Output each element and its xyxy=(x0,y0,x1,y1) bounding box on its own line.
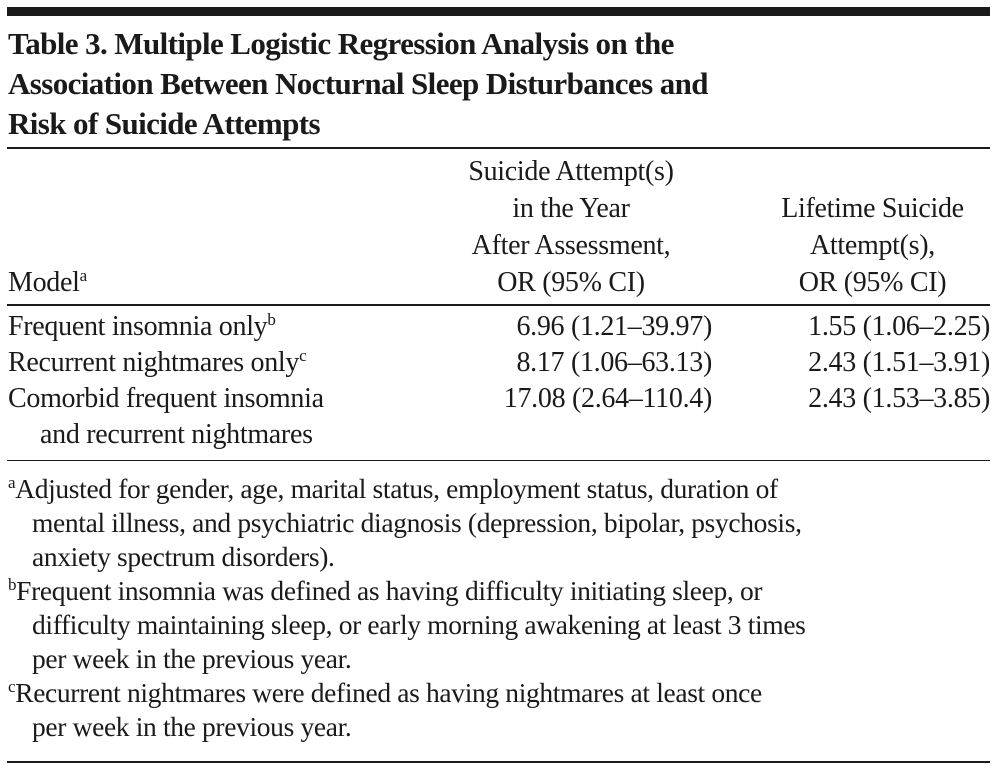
footnote-mark: a xyxy=(79,266,88,285)
footnote-line: mental illness, and psychiatric diagnosi… xyxy=(32,507,802,538)
footnote-mark: c xyxy=(299,346,307,365)
title-line: Table 3. Multiple Logistic Regression An… xyxy=(8,26,674,61)
title-line: Risk of Suicide Attempts xyxy=(8,106,321,141)
footnote-mark: a xyxy=(8,473,16,492)
footnote-line: Recurrent nightmares were defined as hav… xyxy=(15,677,762,708)
col2-header-line: in the Year xyxy=(512,193,630,224)
row-col2-value: 17.08 (2.64–110.4) xyxy=(503,383,713,414)
footnote-line: per week in the previous year. xyxy=(32,643,352,674)
footnote-line: anxiety spectrum disorders). xyxy=(32,541,335,572)
row-col3-value: 2.43 (1.51–3.91) xyxy=(808,347,990,378)
row-model: Recurrent nightmares onlyc xyxy=(8,345,307,380)
col2-header-line: Suicide Attempt(s) xyxy=(468,156,674,187)
row-col3-value: 1.55 (1.06–2.25) xyxy=(808,311,990,342)
body-rule xyxy=(7,460,990,461)
row-model-continuation: and recurrent nightmares xyxy=(40,419,313,450)
footnote-b: bFrequent insomnia was defined as having… xyxy=(8,574,763,608)
row-col2-value: 8.17 (1.06–63.13) xyxy=(516,347,712,378)
col3-header-line: Attempt(s), xyxy=(809,230,935,261)
bottom-rule xyxy=(7,761,990,763)
footnote-line: Adjusted for gender, age, marital status… xyxy=(15,473,778,504)
row-col3-value: 2.43 (1.53–3.85) xyxy=(808,383,990,414)
model-header: Modela xyxy=(8,265,87,300)
footnote-line: per week in the previous year. xyxy=(32,711,352,742)
title-rule xyxy=(7,147,990,149)
row-model: Comorbid frequent insomnia xyxy=(8,383,324,414)
col2-header-line: OR (95% CI) xyxy=(497,267,645,298)
top-thick-rule xyxy=(7,7,990,16)
header-rule xyxy=(7,304,990,306)
footnote-mark: c xyxy=(8,677,16,696)
footnote-line: Frequent insomnia was defined as having … xyxy=(16,575,763,606)
row-model-label: Frequent insomnia only xyxy=(8,311,268,342)
row-col2-value: 6.96 (1.21–39.97) xyxy=(516,311,712,342)
row-model-label: Recurrent nightmares only xyxy=(8,347,300,378)
col3-header-line: Lifetime Suicide xyxy=(781,193,964,224)
footnote-mark: b xyxy=(267,310,276,329)
row-model: Frequent insomnia onlyb xyxy=(8,309,276,344)
footnote-line: difficulty maintaining sleep, or early m… xyxy=(32,609,806,640)
col2-header-line: After Assessment, xyxy=(471,230,671,261)
footnote-c: cRecurrent nightmares were defined as ha… xyxy=(8,676,762,710)
model-header-label: Model xyxy=(8,267,80,298)
title-line: Association Between Nocturnal Sleep Dist… xyxy=(8,66,708,101)
footnote-a: aAdjusted for gender, age, marital statu… xyxy=(8,472,778,506)
footnote-mark: b xyxy=(8,575,17,594)
col3-header-line: OR (95% CI) xyxy=(798,267,947,298)
